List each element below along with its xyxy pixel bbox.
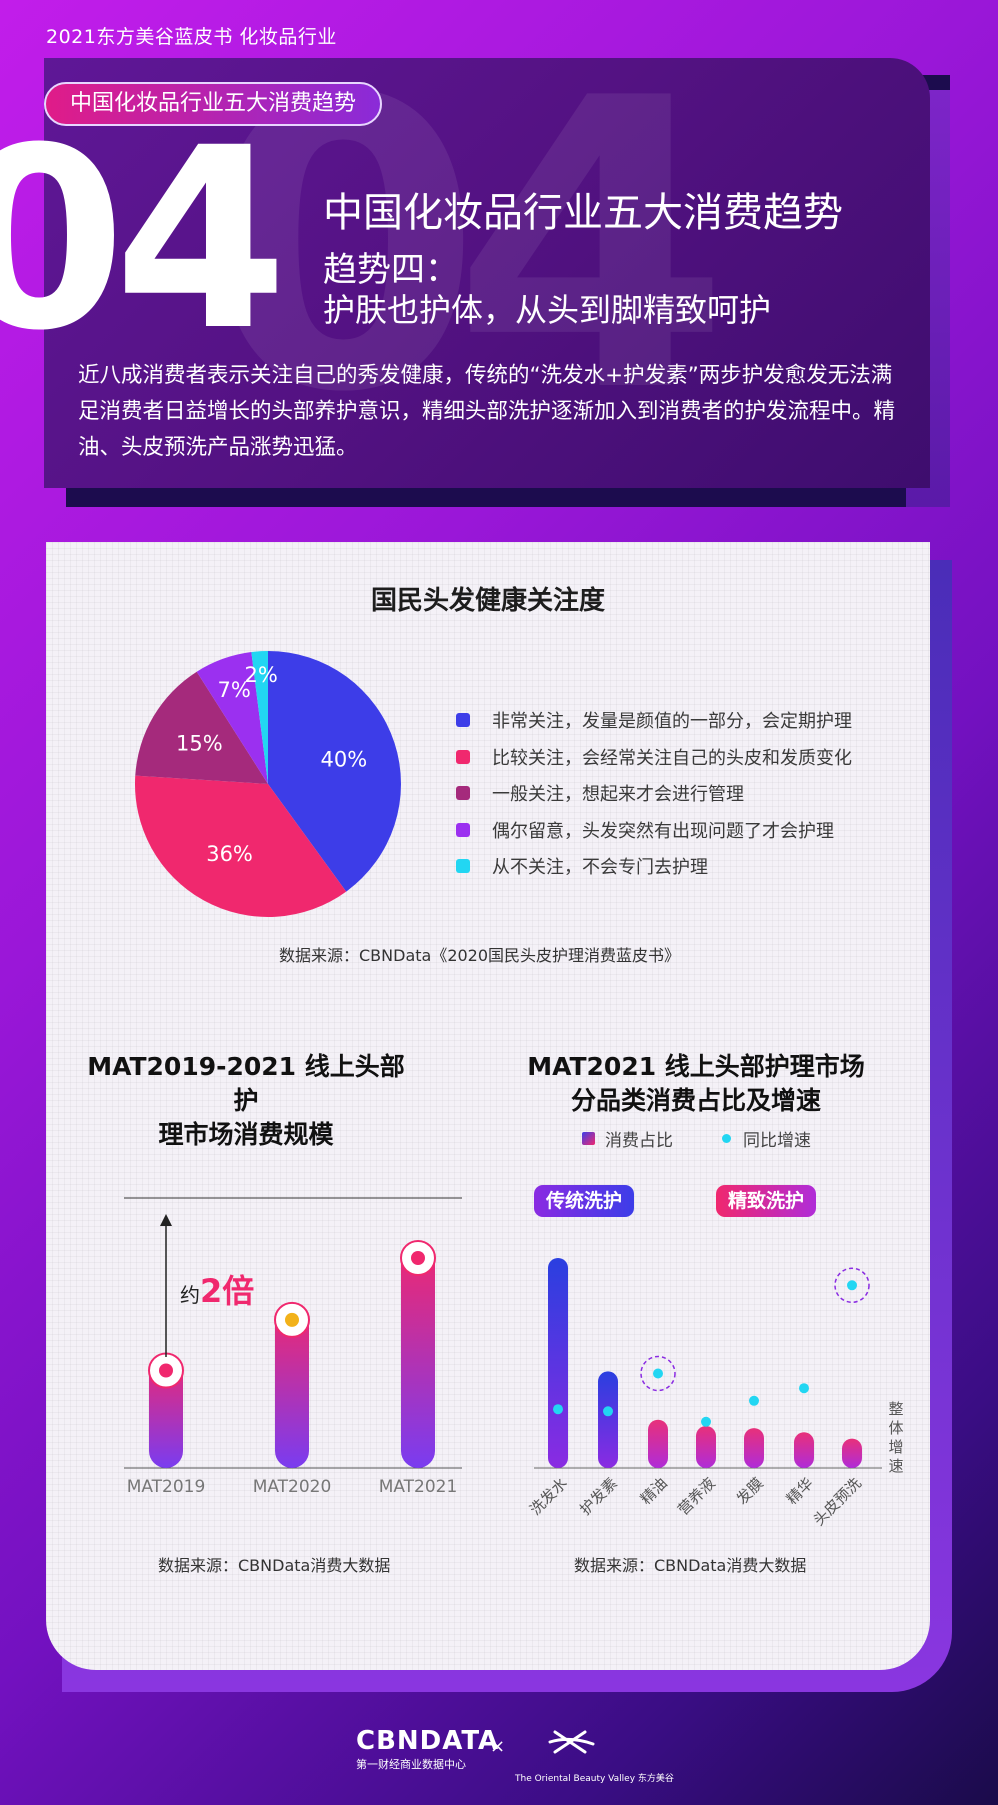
pie-value-label: 15% [176, 731, 223, 755]
pie-slice [251, 651, 268, 784]
bar2-tick-label: 头皮预洗 [810, 1474, 865, 1529]
legend-label: 非常关注，发量是颜值的一部分，会定期护理 [492, 711, 852, 733]
bar2-right-axis-label: 速 [888, 1457, 903, 1475]
pie-legend-item: 偶尔留意，头发突然有出现问题了才会护理 [456, 812, 852, 849]
legend-label: 比较关注，会经常关注自己的头皮和发质变化 [492, 747, 852, 769]
bar2-source: 数据来源：CBNData消费大数据 [574, 1556, 807, 1575]
bar2-tick-label: 护发素 [576, 1474, 621, 1519]
bar1-title-line2: 理市场消费规模 [158, 1120, 334, 1149]
bar2-highlight-ring [640, 1355, 676, 1392]
section-number: 04 [0, 94, 288, 385]
bar1-title: MAT2019-2021 线上头部护 理市场消费规模 [86, 1050, 406, 1152]
bar1-title-line1: MAT2019-2021 线上头部护 [87, 1052, 405, 1115]
legend-label: 一般关注，想起来才会进行管理 [492, 784, 744, 806]
cbndata-logo: CBNDATA [356, 1726, 500, 1756]
growth-arrow-head [160, 1214, 172, 1226]
bar2-right-axis-label: 增 [888, 1438, 903, 1456]
bar2-growth-dot [749, 1395, 759, 1406]
bar2-share-bar [842, 1438, 862, 1468]
bar2-growth-dot [847, 1280, 857, 1291]
bar2-growth-dot [603, 1406, 613, 1417]
beauty-valley-mark-icon [548, 1730, 595, 1754]
legend-swatch [456, 749, 470, 764]
annotation-prefix: 约 [180, 1283, 200, 1307]
pie-legend-item: 比较关注，会经常关注自己的头皮和发质变化 [456, 739, 852, 776]
pie-source: 数据来源：CBNData《2020国民头皮护理消费蓝皮书》 [279, 946, 681, 965]
header-title: 中国化妆品行业五大消费趋势 [323, 190, 843, 236]
partner-name: The Oriental Beauty Valley 东方美谷 [515, 1774, 674, 1784]
bar2-tick-label: 精华 [783, 1474, 817, 1508]
pie-legend-item: 非常关注，发量是颜值的一部分，会定期护理 [456, 702, 852, 739]
legend-swatch [456, 713, 470, 728]
growth-swatch [722, 1134, 731, 1143]
bar2-legend-growth: 同比增速 [722, 1126, 811, 1151]
bar2-share-bar [548, 1258, 568, 1468]
product-icon [285, 1312, 299, 1327]
bar1-tick-label: MAT2020 [253, 1477, 332, 1497]
legend-swatch [456, 786, 470, 801]
bar2-right-axis-label: 体 [888, 1419, 903, 1437]
pie-slice [135, 775, 347, 917]
oriental-beauty-valley-logo: The Oriental Beauty Valley 东方美谷 [515, 1728, 674, 1784]
bar1-bar [275, 1304, 309, 1468]
legend-growth-label: 同比增速 [743, 1131, 811, 1151]
pie-slice [268, 651, 402, 892]
pie-legend: 非常关注，发量是颜值的一部分，会定期护理 比较关注，会经常关注自己的头皮和发质变化… [456, 702, 852, 885]
content-card: 40% 36% 15% 7% 2% MAT2019 MAT2020 MAT2021 约2倍洗发水… [46, 542, 930, 1670]
growth-annotation: 约2倍 [180, 1272, 254, 1310]
bar1-tick-label: MAT2021 [379, 1477, 458, 1497]
bar2-share-bar [794, 1432, 814, 1468]
bar1-bar [401, 1243, 435, 1468]
bar2-growth-dot [653, 1368, 663, 1379]
pie-legend-item: 从不关注，不会专门去护理 [456, 848, 852, 885]
legend-swatch [456, 822, 470, 837]
bar2-share-bar [648, 1419, 668, 1468]
header-subtitle-1: 趋势四： [323, 250, 459, 290]
bar2-tick-label: 营养液 [674, 1474, 719, 1519]
pie-slice [135, 671, 268, 784]
badge-traditional: 传统洗护 [534, 1185, 635, 1217]
header-body: 近八成消费者表示关注自己的秀发健康，传统的“洗发水+护发素”两步护发愈发无法满足… [78, 363, 896, 460]
legend-label: 从不关注，不会专门去护理 [492, 857, 708, 879]
bar2-share-bar [598, 1371, 618, 1468]
cbndata-logo-sub: 第一财经商业数据中心 [356, 1758, 466, 1771]
badge-refined: 精致洗护 [716, 1185, 817, 1217]
legend-share-label: 消费占比 [605, 1131, 673, 1151]
bar2-tick-label: 精油 [637, 1474, 671, 1508]
footer-separator: × [490, 1736, 506, 1757]
bar2-tick-label: 洗发水 [526, 1474, 571, 1519]
bar2-growth-dot [701, 1416, 711, 1427]
bar2-title-line1: MAT2021 线上头部护理市场 [527, 1052, 865, 1081]
bar2-title: MAT2021 线上头部护理市场 分品类消费占比及增速 [486, 1050, 906, 1118]
product-icon [159, 1363, 173, 1378]
bar2-legend-share: 消费占比 [582, 1126, 673, 1151]
bar2-share-bar [696, 1426, 716, 1468]
legend-label: 偶尔留意，头发突然有出现问题了才会护理 [492, 820, 834, 842]
bar2-highlight-ring [834, 1267, 870, 1304]
pie-value-label: 40% [321, 747, 368, 771]
header-panel: 04 [44, 58, 930, 488]
bar2-right-axis-label: 整 [888, 1400, 903, 1418]
bar2-growth-dot [553, 1404, 563, 1415]
bar1-tick-label: MAT2019 [127, 1477, 206, 1497]
product-icon [411, 1251, 425, 1265]
pie-value-label: 2% [244, 663, 277, 687]
bar2-tick-label: 发膜 [733, 1474, 767, 1508]
charts-canvas: 40% 36% 15% 7%2% MAT2019 MAT2020 MAT2021 约2倍洗发水… [124, 651, 904, 1529]
legend-swatch [456, 859, 470, 874]
bar2-share-bar [744, 1428, 764, 1468]
pie-legend-item: 一般关注，想起来才会进行管理 [456, 775, 852, 812]
header-subtitle-2: 护肤也护体，从头到脚精致呵护 [323, 291, 772, 329]
bar2-title-line2: 分品类消费占比及增速 [570, 1086, 821, 1115]
pie-chart-title: 国民头发健康关注度 [370, 586, 605, 616]
annotation-value: 2倍 [200, 1272, 254, 1310]
bar1-source: 数据来源：CBNData消费大数据 [158, 1556, 391, 1575]
top-tag: 2021东方美谷蓝皮书 化妆品行业 [46, 26, 337, 48]
pie-value-label: 36% [206, 842, 253, 866]
section-pill: 中国化妆品行业五大消费趋势 [44, 82, 383, 126]
pie-slice [196, 652, 268, 784]
pie-value-label: 7% [218, 678, 251, 702]
bar2-growth-dot [799, 1383, 809, 1394]
share-swatch [582, 1132, 595, 1145]
